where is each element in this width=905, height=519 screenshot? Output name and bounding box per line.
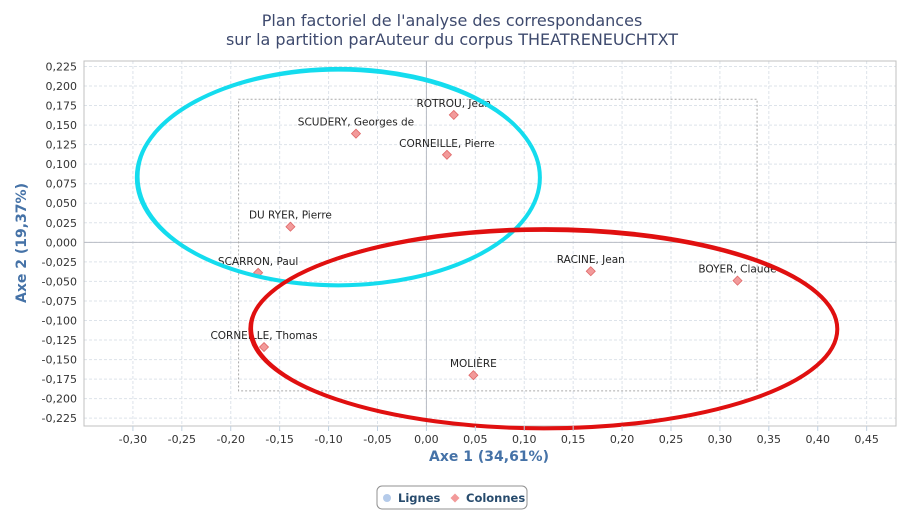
- y-tick-label: -0,200: [42, 393, 77, 406]
- x-tick-label: 0,20: [610, 433, 635, 446]
- y-tick-label: -0,175: [42, 373, 77, 386]
- point-marker[interactable]: [585, 266, 596, 277]
- chart-subtitle: sur la partition parAuteur du corpus THE…: [226, 30, 678, 49]
- data-point[interactable]: ROTROU, Jean: [417, 98, 492, 120]
- x-tick-label: 0,00: [414, 433, 439, 446]
- x-tick-label: -0,20: [217, 433, 245, 446]
- y-tick-label: 0,050: [46, 197, 78, 210]
- legend-lignes-label: Lignes: [398, 491, 440, 505]
- x-tick-label: -0,10: [314, 433, 342, 446]
- selection-rectangle[interactable]: [238, 98, 758, 392]
- y-tick-label: -0,075: [42, 295, 77, 308]
- x-tick-label: 0,45: [854, 433, 879, 446]
- y-tick-label: -0,125: [42, 334, 77, 347]
- data-point[interactable]: MOLIÈRE: [450, 357, 497, 381]
- y-tick-label: -0,100: [42, 314, 77, 327]
- point-label: SCUDERY, Georges de: [298, 117, 414, 129]
- point-marker[interactable]: [441, 149, 453, 160]
- x-tick-label: -0,25: [168, 433, 196, 446]
- x-tick-label: 0,15: [561, 433, 586, 446]
- y-tick-label: 0,150: [46, 119, 78, 132]
- data-point[interactable]: DU RYER, Pierre: [249, 210, 332, 232]
- legend-item-colonnes[interactable]: Colonnes: [450, 491, 526, 505]
- point-label: CORNEILLE, Thomas: [210, 330, 317, 342]
- x-tick-label: -0,15: [265, 433, 293, 446]
- point-label: RACINE, Jean: [557, 254, 625, 266]
- highlight-ellipses: [134, 66, 840, 431]
- x-tick-label: 0,05: [463, 433, 488, 446]
- point-label: BOYER, Claude: [698, 264, 776, 276]
- y-tick-label: -0,225: [42, 412, 77, 425]
- y-tick-label: -0,050: [42, 275, 77, 288]
- point-marker[interactable]: [285, 221, 296, 232]
- x-tick-label: -0,30: [119, 433, 147, 446]
- data-point[interactable]: CORNEILLE, Thomas: [210, 330, 318, 353]
- y-tick-label: 0,100: [46, 158, 78, 171]
- y-tick-label: 0,075: [46, 178, 78, 191]
- x-tick-label: 0,25: [659, 433, 684, 446]
- point-marker[interactable]: [448, 109, 459, 120]
- zero-axes: [84, 61, 896, 426]
- point-marker[interactable]: [468, 370, 479, 381]
- point-marker[interactable]: [732, 275, 743, 286]
- annotation-ellipse-1-stroke: [138, 66, 541, 287]
- x-axis-ticks: -0,30 -0,25 -0,20 -0,15 -0,10 -0,05 0,00 0,05 0,…: [119, 426, 879, 446]
- y-tick-label: 0,000: [46, 236, 78, 249]
- y-tick-label: 0,225: [46, 60, 78, 73]
- x-tick-label: -0,05: [363, 433, 391, 446]
- legend-colonnes-marker: [450, 493, 460, 503]
- legend-item-lignes[interactable]: Lignes: [383, 491, 440, 505]
- y-tick-label: 0,125: [46, 139, 78, 152]
- annotation-ellipse-2-stroke: [251, 227, 839, 430]
- y-tick-label: 0,175: [46, 100, 78, 113]
- point-label: SCARRON, Paul: [218, 256, 298, 268]
- x-tick-label: 0,30: [708, 433, 733, 446]
- y-axis-ticks: 0,225 0,200 0,175 0,150 0,125 0,100 0,075 0,050…: [42, 60, 77, 425]
- legend-colonnes-label: Colonnes: [466, 491, 525, 505]
- y-axis-title: Axe 2 (19,37%): [14, 183, 30, 303]
- x-axis-title: Axe 1 (34,61%): [429, 449, 549, 465]
- data-point[interactable]: RACINE, Jean: [557, 254, 625, 277]
- legend: Lignes Colonnes: [376, 485, 528, 510]
- y-tick-label: 0,200: [46, 80, 78, 93]
- point-label: MOLIÈRE: [450, 357, 497, 370]
- x-tick-label: 0,40: [805, 433, 830, 446]
- legend-lignes-marker: [383, 494, 391, 502]
- point-label: DU RYER, Pierre: [249, 210, 332, 222]
- point-label: CORNEILLE, Pierre: [399, 138, 495, 150]
- y-tick-label: -0,150: [42, 354, 77, 367]
- grid-lines: [84, 61, 896, 426]
- y-tick-label: 0,025: [46, 217, 78, 230]
- data-point[interactable]: CORNEILLE, Pierre: [399, 138, 495, 160]
- x-tick-label: 0,35: [757, 433, 782, 446]
- point-marker[interactable]: [258, 341, 270, 353]
- x-tick-label: 0,10: [512, 433, 537, 446]
- data-point[interactable]: SCUDERY, Georges de: [298, 117, 414, 139]
- data-point[interactable]: BOYER, Claude: [698, 264, 777, 286]
- chart-title: Plan factoriel de l'analyse des correspo…: [262, 11, 643, 30]
- selection-rect[interactable]: [238, 98, 758, 392]
- point-marker[interactable]: [350, 128, 362, 139]
- plot-area-border: [83, 60, 897, 427]
- point-label: ROTROU, Jean: [417, 98, 492, 110]
- y-tick-label: -0,025: [42, 256, 77, 269]
